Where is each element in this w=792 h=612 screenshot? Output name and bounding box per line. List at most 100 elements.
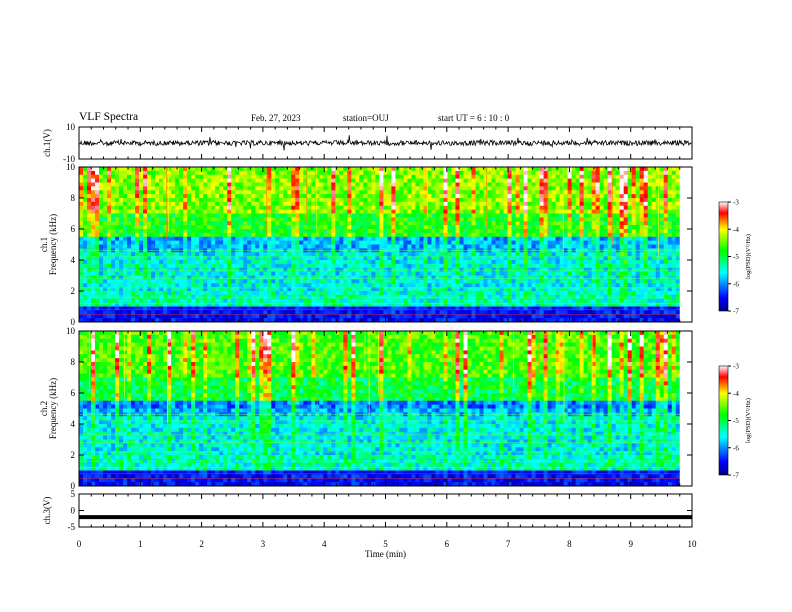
spectrogram-cell bbox=[599, 178, 605, 183]
spectrogram-cell bbox=[367, 283, 372, 288]
spectrogram-cell bbox=[647, 209, 653, 214]
spectrogram-cell bbox=[227, 209, 232, 214]
spectrogram-cell bbox=[603, 256, 609, 261]
spectrogram-cell bbox=[235, 225, 240, 230]
spectrogram-cell bbox=[83, 275, 88, 280]
spectrogram-cell bbox=[451, 198, 456, 203]
spectrogram-cell bbox=[647, 240, 653, 245]
spectrogram-cell bbox=[131, 170, 136, 176]
spectrogram-cell bbox=[531, 283, 536, 288]
spectrogram-cell bbox=[83, 221, 88, 226]
spectrogram-cell bbox=[495, 194, 500, 199]
spectrogram-cell bbox=[431, 283, 436, 288]
spectrogram-cell bbox=[591, 236, 597, 242]
spectrogram-cell bbox=[267, 229, 272, 234]
spectrogram-cell bbox=[459, 205, 464, 211]
spectrogram-cell bbox=[407, 194, 412, 199]
spectrogram-cell bbox=[251, 174, 256, 180]
spectrogram-cell bbox=[483, 287, 488, 292]
spectrogram-cell bbox=[279, 236, 284, 242]
spectrogram-cell bbox=[435, 221, 440, 226]
spectrogram-cell bbox=[623, 236, 629, 242]
spectrogram-cell bbox=[423, 209, 428, 214]
spectrogram-cell bbox=[427, 170, 432, 176]
spectrogram-cell bbox=[139, 174, 144, 180]
spectrogram-cell bbox=[647, 217, 653, 222]
spectrogram-cell bbox=[555, 244, 560, 249]
spectrogram-cell bbox=[195, 190, 200, 195]
spectrogram-cell bbox=[487, 186, 492, 191]
spectrogram-cell bbox=[127, 201, 132, 207]
spectrogram-cell bbox=[507, 236, 512, 242]
spectrogram-cell bbox=[251, 213, 256, 218]
spectrogram-cell bbox=[159, 279, 164, 284]
spectrogram-cell bbox=[383, 283, 388, 288]
spectrogram-cell bbox=[383, 217, 388, 222]
spectrogram-cell bbox=[411, 240, 416, 245]
spectrogram-cell bbox=[467, 256, 472, 261]
spectrogram-cell bbox=[547, 240, 552, 245]
spectrogram-cell bbox=[663, 209, 669, 214]
spectrogram-cell bbox=[143, 209, 148, 214]
spectrogram-cell bbox=[491, 217, 496, 222]
spectrogram-cell bbox=[667, 186, 673, 191]
spectrogram-cell bbox=[115, 283, 120, 288]
spectrogram-cell bbox=[507, 279, 512, 284]
spectrogram-cell bbox=[287, 279, 292, 284]
spectrogram-cell bbox=[211, 287, 216, 292]
spectrogram-cell bbox=[107, 252, 112, 257]
spectrogram-cell bbox=[187, 178, 192, 183]
spectrogram-cell bbox=[619, 287, 625, 292]
spectrogram-cell bbox=[223, 209, 228, 214]
spectrogram-cell bbox=[143, 263, 148, 269]
spectrogram-cell bbox=[599, 283, 605, 288]
spectrogram-cell bbox=[215, 201, 220, 207]
spectrogram-cell bbox=[299, 232, 304, 238]
spectrogram-cell bbox=[279, 209, 284, 214]
spectrogram-cell bbox=[247, 287, 252, 292]
spectrogram-cell bbox=[663, 201, 669, 207]
spectrogram-cell bbox=[503, 236, 508, 242]
spectrogram-cell bbox=[647, 283, 653, 288]
spectrogram-cell bbox=[643, 263, 649, 269]
spectrogram-cell bbox=[139, 217, 144, 222]
spectrogram-cell bbox=[215, 256, 220, 261]
spectrogram-cell bbox=[135, 263, 140, 269]
spectrogram-cell bbox=[219, 275, 224, 280]
spectrogram-cell bbox=[571, 275, 577, 280]
spectrogram-cell bbox=[611, 229, 617, 234]
spectrogram-cell bbox=[191, 201, 196, 207]
spectrogram-cell bbox=[95, 205, 100, 211]
spectrogram-cell bbox=[403, 170, 408, 176]
spectrogram-cell bbox=[215, 232, 220, 238]
spectrogram-cell bbox=[539, 190, 544, 195]
spectrogram-cell bbox=[555, 267, 560, 273]
spectrogram-cell bbox=[287, 225, 292, 230]
spectrogram-cell bbox=[595, 178, 601, 183]
spectrogram-cell bbox=[587, 244, 593, 249]
spectrogram-cell bbox=[495, 263, 500, 269]
spectrogram-cell bbox=[251, 194, 256, 199]
spectrogram-cell bbox=[99, 221, 104, 226]
spectrogram-cell bbox=[287, 267, 292, 273]
spectrogram-cell bbox=[271, 174, 276, 180]
spectrogram-cell bbox=[351, 178, 356, 183]
spectrogram-cell bbox=[411, 221, 416, 226]
spectrogram-cell bbox=[419, 263, 424, 269]
spectrogram-cell bbox=[283, 182, 288, 187]
spectrogram-cell bbox=[147, 291, 152, 296]
spectrogram-cell bbox=[667, 263, 673, 269]
spectrogram-cell bbox=[79, 256, 84, 261]
spectrogram-cell bbox=[147, 190, 152, 195]
spectrogram-cell bbox=[611, 167, 617, 172]
spectrogram-cell bbox=[263, 217, 268, 222]
spectrogram-cell bbox=[387, 221, 392, 226]
spectrogram-cell bbox=[375, 174, 380, 180]
spectrogram-cell bbox=[183, 256, 188, 261]
spectrogram-cell bbox=[427, 267, 432, 273]
spectrogram-cell bbox=[271, 201, 276, 207]
spectrogram-cell bbox=[615, 252, 621, 257]
spectrogram-cell bbox=[451, 190, 456, 195]
spectrogram-cell bbox=[343, 213, 348, 218]
spectrogram-cell bbox=[323, 209, 328, 214]
